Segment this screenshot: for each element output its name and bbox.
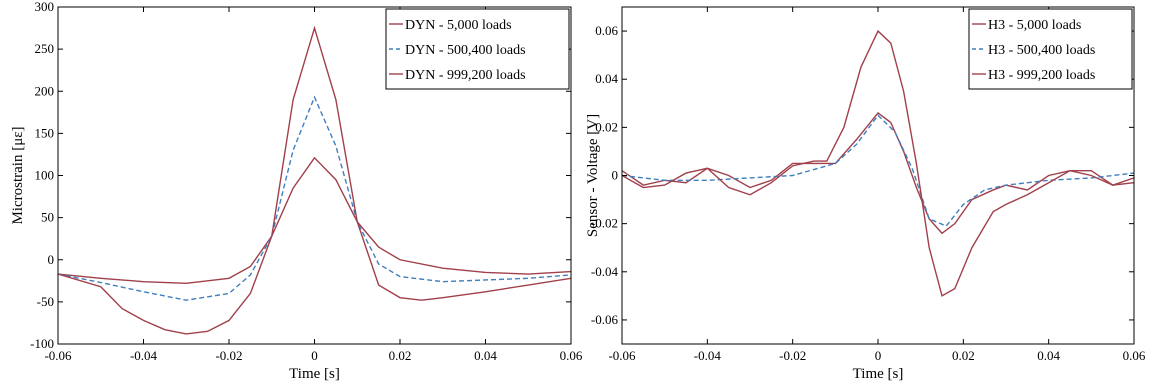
y-tick-label: 250 — [35, 41, 55, 56]
legend-entry-1: H3 - 5,000 loads — [988, 18, 1081, 33]
x-tick-label: -0.04 — [694, 348, 722, 363]
series-line-3 — [58, 25, 571, 335]
legend-entry-3: H3 - 999,200 loads — [988, 68, 1095, 83]
y-tick-label: -0.04 — [591, 264, 619, 279]
y-tick-label: 0.02 — [595, 119, 618, 134]
x-axis-label: Time [s] — [289, 366, 340, 382]
x-tick-label: 0.02 — [389, 348, 412, 363]
series-line-3 — [622, 29, 1134, 297]
legend-entry-3: DYN - 999,200 loads — [405, 68, 526, 83]
y-tick-label: 50 — [41, 210, 54, 225]
chart-2: -0.06 -0.04 -0.02 0 0.02 0.04 0.06 -0.06 -0.04 -0… — [585, 6, 1146, 382]
y-tick-label: 0.04 — [595, 71, 618, 86]
y-tick-label: 300 — [35, 0, 55, 14]
y-tick-label: 200 — [35, 83, 55, 98]
y-axis-label: Sensor - Voltage [V] — [585, 114, 601, 237]
series-line-1 — [58, 156, 571, 285]
legend: H3 - 5,000 loads H3 - 500,400 loads H3 - 9… — [968, 8, 1133, 90]
y-tick-label: 0.06 — [595, 23, 618, 38]
x-tick-label: 0.06 — [560, 348, 583, 363]
x-tick-label: -0.06 — [608, 348, 636, 363]
x-tick-label: -0.02 — [779, 348, 806, 363]
legend-box — [385, 8, 570, 90]
legend-entry-2: H3 - 500,400 loads — [988, 43, 1095, 58]
y-tick-label: -0.06 — [591, 312, 619, 327]
x-tick-label: -0.04 — [130, 348, 158, 363]
series-line-2 — [58, 95, 571, 301]
chart-1: -0.06 -0.04 -0.02 0 0.02 0.04 0.06 -100 -50 0 50 10… — [10, 0, 583, 382]
series-line-1 — [622, 111, 1134, 235]
series-line-2 — [622, 114, 1134, 227]
x-tick-label: 0 — [311, 348, 318, 363]
y-tick-label: -0.02 — [591, 216, 618, 231]
legend-box — [968, 8, 1133, 90]
x-tick-label: 0.04 — [1037, 348, 1060, 363]
x-tick-label: 0 — [875, 348, 882, 363]
x-tick-label: 0.04 — [474, 348, 497, 363]
y-tick-label: 150 — [35, 125, 55, 140]
legend: DYN - 5,000 loads DYN - 500,400 loads DYN … — [385, 8, 570, 90]
y-tick-label: 100 — [35, 168, 55, 183]
y-tick-label: 0 — [48, 252, 55, 267]
y-axis-label: Microstrain [με] — [10, 126, 26, 224]
x-tick-label: 0.02 — [952, 348, 975, 363]
x-axis-label: Time [s] — [853, 366, 904, 382]
legend-entry-1: DYN - 5,000 loads — [405, 18, 512, 33]
y-tick-label: -100 — [30, 336, 54, 351]
y-tick-label: -50 — [37, 294, 54, 309]
x-tick-label: -0.06 — [44, 348, 72, 363]
x-tick-label: 0.06 — [1123, 348, 1146, 363]
legend-entry-2: DYN - 500,400 loads — [405, 43, 526, 58]
y-tick-label: 0 — [612, 168, 619, 183]
x-tick-label: -0.02 — [215, 348, 242, 363]
